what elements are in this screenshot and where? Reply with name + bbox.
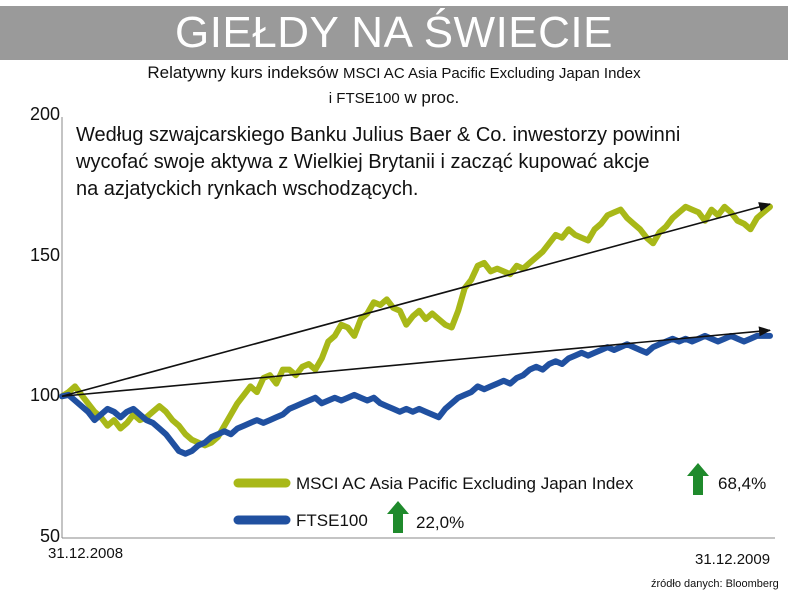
- chart-subtitle-line2: i FTSE100 w proc.: [0, 88, 788, 108]
- subtitle-text-d: w proc.: [404, 88, 460, 107]
- annotation-line-2: wycofać swoje aktywa z Wielkiej Brytanii…: [76, 151, 650, 173]
- y-tick-label: 150: [29, 245, 60, 265]
- arrow-up-icon: [687, 463, 709, 495]
- subtitle-text-a: Relatywny kurs indeksów: [147, 63, 339, 82]
- page-title: GIEŁDY NA ŚWIECIE: [0, 6, 788, 60]
- y-tick-label: 50: [39, 526, 60, 546]
- legend-change-ftse: 22,0%: [416, 513, 465, 532]
- x-axis-end-date: 31.12.2009: [695, 551, 771, 568]
- annotation-line-3: na azjatyckich rynkach wschodzących.: [76, 178, 419, 200]
- y-tick-label: 200: [29, 104, 60, 124]
- series-line-msci: [59, 203, 773, 449]
- subtitle-text-c: i FTSE100: [328, 90, 400, 107]
- chart-annotation: Według szwajcarskiego Banku Julius Baer …: [76, 122, 776, 203]
- legend-label-msci: MSCI AC Asia Pacific Excluding Japan Ind…: [296, 474, 634, 493]
- legend-label-ftse: FTSE100: [296, 511, 368, 530]
- annotation-line-1: Według szwajcarskiego Banku Julius Baer …: [76, 124, 681, 146]
- trend-arrow: [61, 202, 771, 398]
- series-line-ftse: [59, 332, 773, 457]
- subtitle-text-b: MSCI AC Asia Pacific Excluding Japan Ind…: [342, 65, 641, 82]
- legend-change-msci: 68,4%: [718, 474, 767, 493]
- arrow-up-icon: [387, 501, 409, 533]
- x-axis-start-date: 31.12.2008: [48, 545, 124, 562]
- y-tick-label: 100: [29, 385, 60, 405]
- trend-arrow: [61, 326, 771, 398]
- source-note: źródło danych: Bloomberg: [651, 578, 779, 590]
- chart-subtitle-line1: Relatywny kurs indeksów MSCI AC Asia Pac…: [0, 63, 788, 83]
